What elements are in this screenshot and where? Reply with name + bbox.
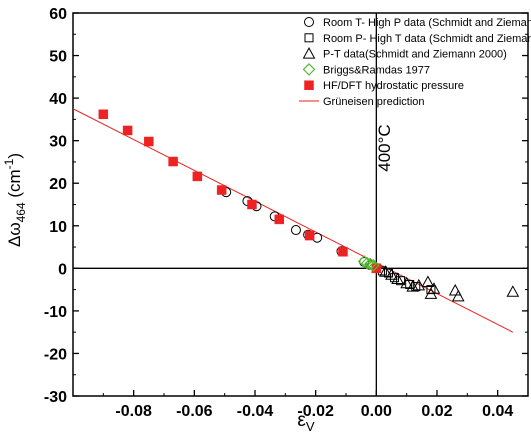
legend-item: P-T data(Schmidt and Ziemann 2000): [302, 47, 507, 61]
legend-marker: [304, 33, 314, 43]
y-tick-label: 30: [49, 134, 67, 151]
data-point: [360, 256, 374, 270]
data-point: [363, 257, 377, 271]
legend-label: HF/DFT hydrostatic pressure: [323, 80, 464, 92]
x-tick-label: 0.00: [361, 403, 392, 420]
y-tick-label: 40: [49, 91, 67, 108]
x-tick-label: 0.04: [482, 403, 513, 420]
data-point: [366, 259, 380, 272]
data-point: [247, 199, 257, 210]
data-point: [98, 109, 109, 120]
x-tick-label: -0.02: [297, 403, 334, 420]
y-tick-label: 10: [49, 219, 67, 236]
data-point: [192, 171, 203, 182]
data-point: [122, 125, 133, 136]
x-tick-label: 0.02: [421, 403, 452, 420]
legend-marker: [302, 47, 316, 59]
data-point: [144, 136, 154, 147]
y-tick-label: 50: [49, 49, 67, 66]
legend: Room T- High P data (Schmidt and Ziemann…: [299, 17, 531, 108]
y-tick-label: -20: [44, 346, 67, 363]
data-point: [357, 255, 371, 268]
legend-label: Briggs&Ramdas 1977: [323, 64, 430, 76]
data-point: [506, 285, 520, 297]
data-point: [412, 278, 426, 291]
data-point: [304, 230, 315, 241]
y-tick-label: -10: [44, 304, 67, 321]
data-point: [421, 275, 435, 287]
legend-item: Grüneisen prediction: [299, 96, 425, 108]
legend-item: HF/DFT hydrostatic pressure: [304, 80, 464, 92]
y-tick-label: -30: [44, 389, 67, 406]
tick-labels: -0.08 -0.06 -0.04 -0.02 0.00 0.02 0.04 -30 -20 -1…: [44, 6, 513, 420]
legend-marker: [302, 63, 316, 76]
annotation-400c: 400°C: [375, 124, 394, 171]
data-point: [391, 272, 404, 284]
y-tick-label: 60: [49, 6, 67, 23]
data-point: [274, 214, 285, 225]
legend-item: Room T- High P data (Schmidt and Ziemann…: [304, 17, 531, 29]
legend-label: P-T data(Schmidt and Ziemann 2000): [323, 49, 507, 61]
x-tick-label: -0.04: [237, 403, 274, 420]
data-point: [451, 289, 465, 302]
data-point: [448, 283, 462, 296]
data-point: [383, 268, 393, 278]
series-2: [379, 265, 520, 302]
data-point: [400, 276, 414, 289]
legend-item: Room P- High T data (Schmidt and Ziemann…: [304, 33, 531, 45]
legend-item: Briggs&Ramdas 1977: [302, 63, 430, 76]
legend-marker: [304, 80, 314, 90]
x-tick-label: -0.06: [176, 403, 213, 420]
data-point: [290, 225, 301, 236]
data-point: [385, 268, 398, 280]
legend-label: Room P- High T data (Schmidt and Ziemann…: [323, 33, 531, 45]
y-tick-label: 0: [58, 261, 67, 278]
legend-label: Room T- High P data (Schmidt and Ziemann…: [323, 17, 531, 29]
data-point: [405, 280, 415, 290]
series-layer: [72, 108, 520, 333]
axis-ticks: [73, 12, 528, 397]
data-point: [168, 156, 178, 167]
legend-label: Grüneisen prediction: [323, 96, 425, 108]
data-point: [379, 265, 392, 277]
y-tick-label: 20: [49, 176, 67, 193]
data-point: [216, 185, 227, 195]
series-3: [357, 255, 380, 272]
data-point: [338, 246, 348, 257]
legend-marker: [304, 17, 314, 27]
x-tick-label: -0.08: [115, 403, 152, 420]
data-point: [427, 282, 441, 294]
